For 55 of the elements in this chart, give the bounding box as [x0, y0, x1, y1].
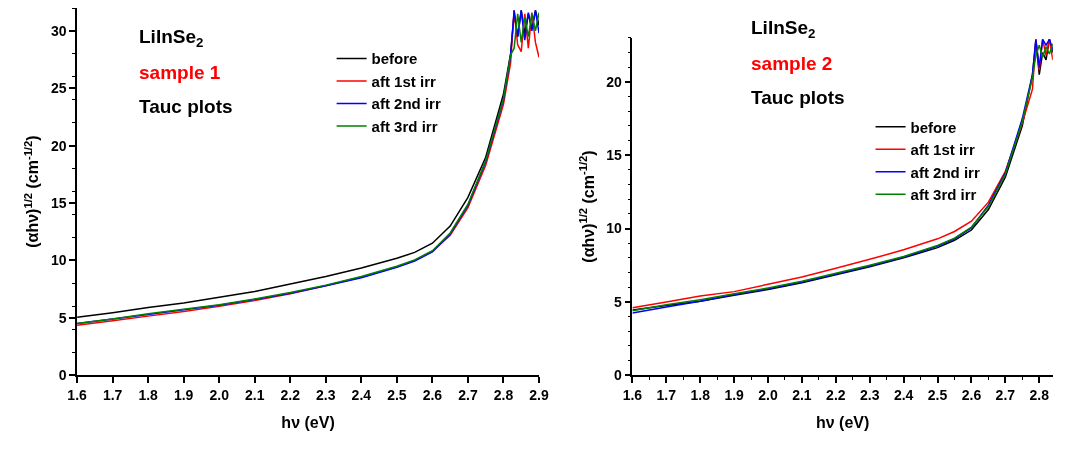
legend-label: aft 3rd irr	[371, 117, 438, 135]
x-tick-label: 1.9	[724, 386, 745, 403]
x-tick-label: 1.8	[138, 386, 159, 403]
x-tick-label: 2.4	[351, 386, 372, 403]
x-tick-label: 1.9	[173, 386, 194, 403]
y-tick-label: 20	[50, 137, 67, 154]
x-tick-label: 2.5	[387, 386, 407, 403]
x-tick-label: 2.2	[280, 386, 301, 403]
legend-label: aft 1st irr	[371, 72, 436, 90]
y-tick-label: 30	[50, 22, 67, 39]
x-tick-label: 2.4	[893, 386, 914, 403]
x-tick-label: 2.9	[529, 386, 549, 403]
x-tick-label: 2.7	[995, 386, 1016, 403]
x-tick-label: 2.0	[758, 386, 778, 403]
y-tick-label: 10	[50, 252, 67, 269]
x-tick-label: 2.0	[209, 386, 230, 403]
annotation: LiInSe$_{2}$	[139, 26, 204, 50]
x-tick-label: 1.7	[656, 386, 677, 403]
legend-label: before	[371, 50, 418, 68]
annotation: sample 2	[751, 53, 833, 74]
y-tick-label: 5	[614, 293, 623, 310]
x-tick-label: 1.7	[102, 386, 123, 403]
y-tick-label: 25	[50, 80, 67, 97]
y-tick-label: 15	[50, 194, 67, 211]
y-tick-label: 15	[606, 147, 623, 164]
x-axis-title: hν (eV)	[815, 413, 870, 431]
x-tick-label: 2.3	[860, 386, 880, 403]
y-tick-label: 20	[606, 73, 623, 90]
legend-label: before	[910, 118, 957, 136]
legend-label: aft 1st irr	[910, 141, 975, 159]
x-tick-label: 2.5	[927, 386, 948, 403]
x-tick-label: 1.8	[690, 386, 711, 403]
x-tick-label: 2.7	[458, 386, 478, 403]
annotation: Tauc plots	[139, 96, 233, 117]
x-tick-label: 2.8	[493, 386, 514, 403]
legend-label: aft 2nd irr	[910, 163, 980, 181]
x-tick-label: 1.6	[622, 386, 643, 403]
x-tick-label: 2.1	[792, 386, 812, 403]
x-tick-label: 2.1	[245, 386, 265, 403]
x-tick-label: 2.2	[826, 386, 846, 403]
y-tick-label: 5	[58, 309, 67, 326]
x-axis-title: hν (eV)	[281, 413, 335, 431]
legend-label: aft 2nd irr	[371, 95, 441, 113]
annotation: LiInSe$_{2}$	[751, 17, 816, 41]
x-tick-label: 2.8	[1029, 386, 1050, 403]
y-tick-label: 0	[58, 367, 67, 384]
x-tick-label: 1.6	[67, 386, 88, 403]
x-tick-label: 2.3	[316, 386, 336, 403]
y-tick-label: 0	[614, 367, 623, 384]
annotation: sample 1	[139, 62, 221, 83]
x-tick-label: 2.6	[422, 386, 443, 403]
x-tick-label: 2.6	[961, 386, 982, 403]
legend-label: aft 3rd irr	[910, 186, 977, 204]
annotation: Tauc plots	[751, 87, 845, 108]
y-tick-label: 10	[606, 220, 623, 237]
